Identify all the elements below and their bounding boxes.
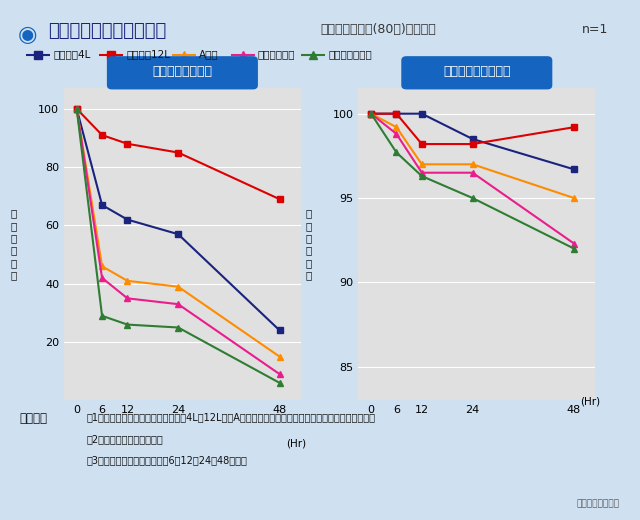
Text: （1）保存容器：ミルトン専用容器（4L、12L）、A社消毒薬専用容器、タッパーウェア、ジップロック: （1）保存容器：ミルトン専用容器（4L、12L）、A社消毒薬専用容器、タッパーウ… <box>86 412 376 422</box>
Text: （3）測定時間：試験開始時、6、12、24、48時間後: （3）測定時間：試験開始時、6、12、24、48時間後 <box>86 456 247 465</box>
Text: n=1: n=1 <box>582 23 608 36</box>
Text: 直射日光で蓋あり: 直射日光で蓋あり <box>152 65 212 78</box>
Text: 消毒薬に及ぼす光の影響: 消毒薬に及ぼす光の影響 <box>48 22 166 40</box>
Text: ミルトン12L: ミルトン12L <box>127 49 171 60</box>
Text: (Hr): (Hr) <box>580 396 600 406</box>
Text: A社製: A社製 <box>199 49 219 60</box>
Text: 残
存
率
（
％
）: 残 存 率 （ ％ ） <box>11 209 17 280</box>
Text: タッパーウェア: タッパーウェア <box>328 49 372 60</box>
Text: ジップロック: ジップロック <box>258 49 296 60</box>
Text: 吉林製薬社内資料: 吉林製薬社内資料 <box>577 500 620 509</box>
Text: 室内散光下で蓋あり: 室内散光下で蓋あり <box>443 65 511 78</box>
Text: 残
存
率
（
％
）: 残 存 率 （ ％ ） <box>305 209 312 280</box>
Text: ◉: ◉ <box>17 25 36 45</box>
Text: （2）保存条件：室内散光下: （2）保存条件：室内散光下 <box>86 434 163 444</box>
Text: (Hr): (Hr) <box>286 438 306 448</box>
Text: ミルトン希釈液(80倍)の安定性: ミルトン希釈液(80倍)の安定性 <box>320 23 436 36</box>
Text: ミルトン4L: ミルトン4L <box>53 49 90 60</box>
Text: 保存条件: 保存条件 <box>19 412 47 425</box>
